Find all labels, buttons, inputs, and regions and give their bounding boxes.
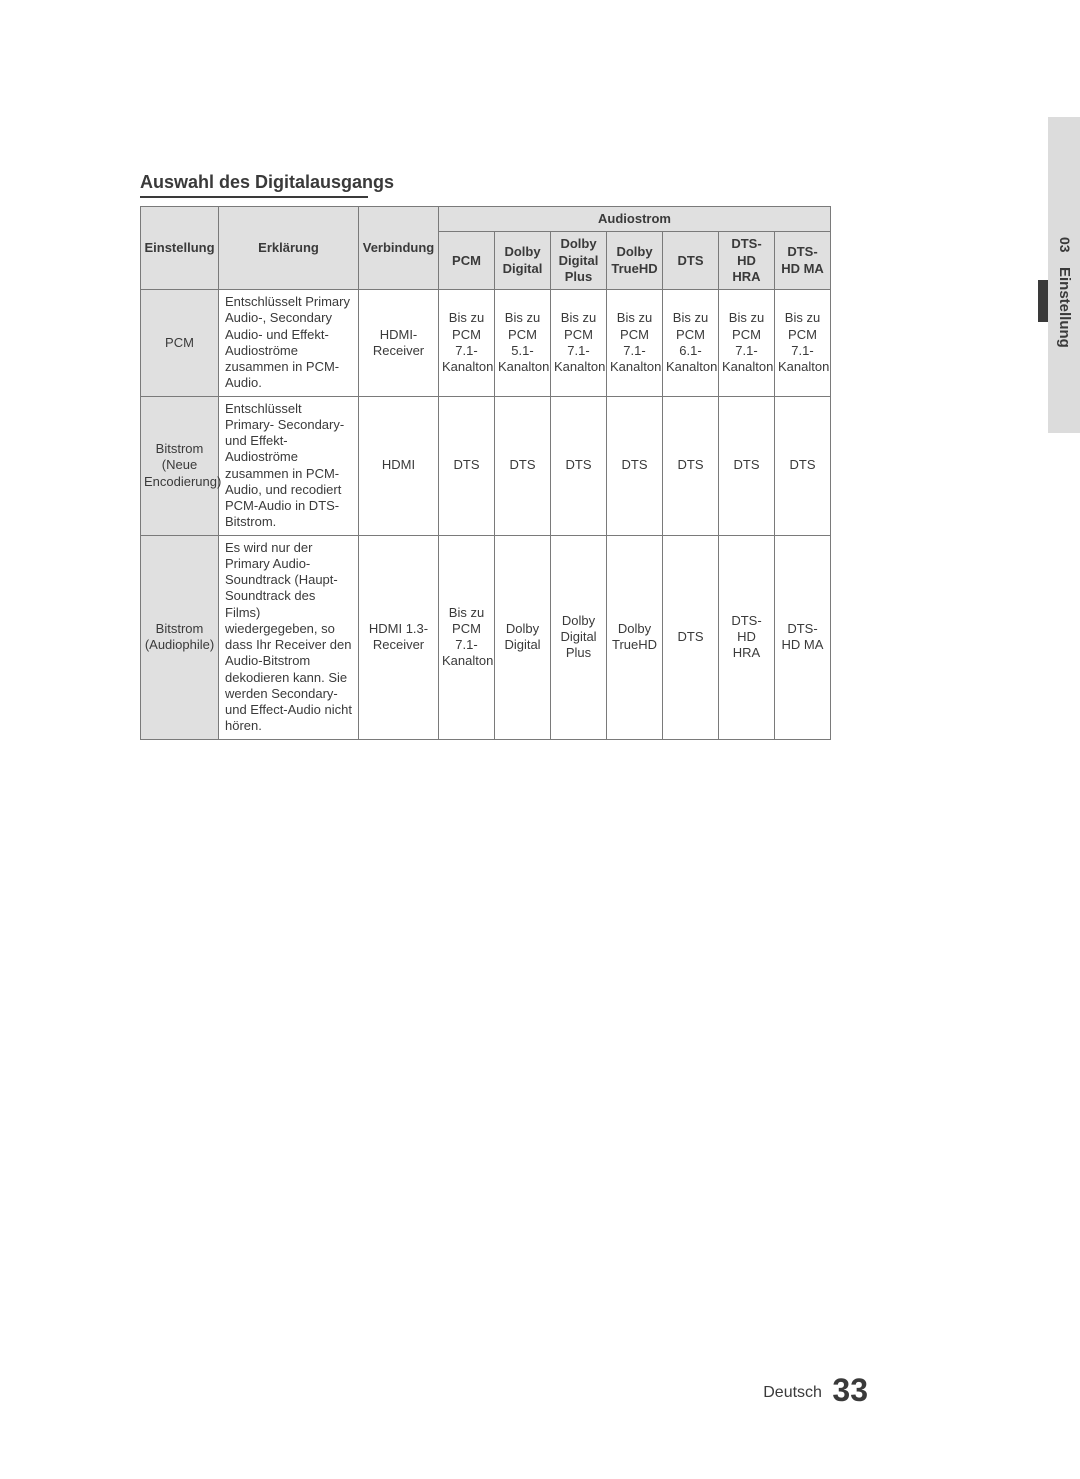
cell-audio: Bis zu PCM 7.1-Kanalton (719, 290, 775, 397)
side-tab-label: Einstellung (1056, 267, 1073, 348)
col-header-verbindung: Verbindung (359, 207, 439, 290)
col-header-einstellung: Einstellung (141, 207, 219, 290)
col-header-dolby-digital-plus: Dolby Digital Plus (551, 232, 607, 290)
col-header-dts: DTS (663, 232, 719, 290)
cell-erklaerung: Entschlüsselt Primary- Secondary- und Ef… (219, 396, 359, 535)
cell-einstellung: PCM (141, 290, 219, 397)
cell-audio: DTS (663, 396, 719, 535)
cell-audio: DTS (495, 396, 551, 535)
col-header-erklaerung: Erklärung (219, 207, 359, 290)
col-header-dts-hd-ma: DTS-HD MA (775, 232, 831, 290)
cell-audio: DTS (775, 396, 831, 535)
table-header-row-1: Einstellung Erklärung Verbindung Audiost… (141, 207, 831, 232)
table-row: PCM Entschlüsselt Primary Audio-, Second… (141, 290, 831, 397)
cell-audio: Bis zu PCM 7.1-Kanalton (775, 290, 831, 397)
cell-einstellung: Bitstrom (Audiophile) (141, 535, 219, 739)
col-header-pcm: PCM (439, 232, 495, 290)
cell-audio: DTS (663, 535, 719, 739)
col-header-dts-hd-hra: DTS-HD HRA (719, 232, 775, 290)
cell-audio: Dolby Digital (495, 535, 551, 739)
cell-audio: Dolby TrueHD (607, 535, 663, 739)
section-title: Auswahl des Digitalausgangs (140, 172, 394, 193)
page-footer: Deutsch 33 (763, 1372, 868, 1409)
section-title-underline (140, 196, 368, 198)
cell-audio: Bis zu PCM 6.1-Kanalton (663, 290, 719, 397)
cell-erklaerung: Entschlüsselt Primary Audio-, Secondary … (219, 290, 359, 397)
cell-verbindung: HDMI-Receiver (359, 290, 439, 397)
cell-erklaerung: Es wird nur der Primary Audio-Soundtrack… (219, 535, 359, 739)
side-tab-accent (1038, 280, 1048, 322)
cell-einstellung: Bitstrom (Neue Encodierung) (141, 396, 219, 535)
table-row: Bitstrom (Audiophile) Es wird nur der Pr… (141, 535, 831, 739)
col-header-audiostrom: Audiostrom (439, 207, 831, 232)
cell-audio: Bis zu PCM 7.1-Kanalton (551, 290, 607, 397)
col-header-dolby-truehd: Dolby TrueHD (607, 232, 663, 290)
cell-audio: DTS-HD HRA (719, 535, 775, 739)
cell-audio: Dolby Digital Plus (551, 535, 607, 739)
cell-audio: Bis zu PCM 7.1-Kanalton (439, 290, 495, 397)
col-header-dolby-digital: Dolby Digital (495, 232, 551, 290)
page: 03 Einstellung Auswahl des Digitalausgan… (0, 0, 1080, 1479)
cell-verbindung: HDMI (359, 396, 439, 535)
cell-audio: DTS (719, 396, 775, 535)
cell-audio: DTS-HD MA (775, 535, 831, 739)
cell-verbindung: HDMI 1.3-Receiver (359, 535, 439, 739)
footer-page-number: 33 (832, 1372, 868, 1408)
footer-language: Deutsch (763, 1384, 822, 1401)
digital-output-table: Einstellung Erklärung Verbindung Audiost… (140, 206, 831, 740)
table-row: Bitstrom (Neue Encodierung) Entschlüssel… (141, 396, 831, 535)
cell-audio: DTS (439, 396, 495, 535)
cell-audio: DTS (551, 396, 607, 535)
cell-audio: Bis zu PCM 7.1-Kanalton (439, 535, 495, 739)
cell-audio: Bis zu PCM 7.1-Kanalton (607, 290, 663, 397)
cell-audio: Bis zu PCM 5.1-Kanalton (495, 290, 551, 397)
side-tab: 03 Einstellung (1048, 117, 1080, 433)
side-tab-number: 03 (1057, 237, 1073, 253)
cell-audio: DTS (607, 396, 663, 535)
